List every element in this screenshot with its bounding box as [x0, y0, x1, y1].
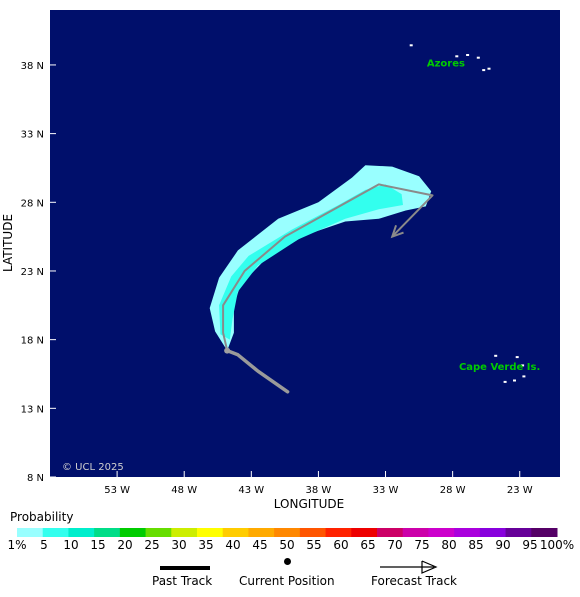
legend-swatch [248, 528, 275, 537]
legend-label: 25 [144, 538, 159, 552]
island-speck [515, 356, 519, 359]
legend-label: 50 [279, 538, 294, 552]
legend-label: 60 [333, 538, 348, 552]
legend-title: Probability [10, 510, 74, 524]
forecast-arrow-head [390, 224, 404, 239]
legend-swatch [299, 528, 327, 537]
credit-label: © UCL 2025 [62, 462, 124, 473]
x-axis-ticks: 53 W 48 W 43 W 38 W 33 W 28 W 23 W [104, 471, 533, 496]
current-position-key-label: Current Position [239, 574, 335, 588]
forecast-track-key-arrow [380, 560, 438, 574]
legend-swatch [325, 528, 352, 537]
legend-label: 10 [63, 538, 78, 552]
y-axis-ticks: 8 N 13 N 18 N 23 N 28 N 33 N 38 N [21, 61, 56, 484]
legend-swatch [222, 528, 249, 537]
x-tick-label: 28 W [440, 485, 466, 496]
legend-swatch [351, 528, 378, 537]
legend-label: 55 [306, 538, 321, 552]
legend-label: 35 [198, 538, 213, 552]
legend-swatch [479, 528, 507, 537]
legend-label: 20 [117, 538, 132, 552]
legend-label: 70 [387, 538, 402, 552]
forecast-track-key-label: Forecast Track [371, 574, 457, 588]
legend-swatch [505, 528, 532, 537]
legend-swatch [428, 528, 455, 537]
past-track-line [225, 348, 290, 394]
x-tick-label: 38 W [306, 485, 332, 496]
legend-swatch [454, 528, 481, 537]
legend-label: 1% [7, 538, 26, 552]
legend-swatch [119, 528, 147, 537]
legend-label: 5 [40, 538, 48, 552]
probability-band-outer [209, 165, 432, 351]
place-label: Cape Verde Is. [459, 362, 540, 373]
legend-label: 90 [495, 538, 510, 552]
legend-swatch [17, 528, 44, 537]
legend-swatch [94, 528, 121, 537]
past-track-key-line [160, 566, 210, 570]
x-tick-label: 48 W [171, 485, 197, 496]
legend-label: 40 [225, 538, 240, 552]
legend-label: 45 [252, 538, 267, 552]
forecast-map: Azores Cape Verde Is. © UCL 2025 53 W 48 W… [1, 10, 560, 510]
legend-swatch [145, 528, 172, 537]
island-speck [522, 375, 526, 378]
legend-swatch [68, 528, 95, 537]
island-speck [476, 56, 480, 59]
probability-legend: 1% 5 10 15 20 25 30 35 40 45 50 55 60 65 70 75 80 85 90 95 1… [7, 528, 574, 552]
island-speck [494, 354, 498, 357]
legend-swatch [274, 528, 301, 537]
island-speck [455, 55, 459, 58]
legend-swatch [171, 528, 198, 537]
legend-label: 100% [540, 538, 574, 552]
island-speck [503, 380, 507, 383]
legend-label: 75 [414, 538, 429, 552]
place-labels: Azores Cape Verde Is. [427, 58, 540, 373]
place-label: Azores [427, 58, 465, 69]
y-tick-label: 28 N [21, 198, 44, 209]
legend-label: 80 [441, 538, 456, 552]
y-axis-title: LATITUDE [1, 214, 15, 272]
x-tick-label: 23 W [507, 485, 533, 496]
x-tick-label: 43 W [238, 485, 264, 496]
legend-swatch [531, 528, 558, 537]
y-tick-label: 38 N [21, 61, 44, 72]
legend-swatch [42, 528, 69, 537]
legend-label: 85 [468, 538, 483, 552]
legend-label: 65 [360, 538, 375, 552]
island-speck [409, 44, 413, 47]
island-speck [487, 67, 491, 70]
island-speck [466, 54, 470, 56]
y-tick-label: 23 N [21, 267, 44, 278]
legend-label: 95 [522, 538, 537, 552]
legend-label: 15 [90, 538, 105, 552]
y-tick-label: 13 N [21, 404, 44, 415]
island-speck [521, 364, 525, 367]
ocean-background [50, 10, 560, 477]
legend-swatch [197, 528, 224, 537]
storm-tracks [222, 183, 434, 394]
current-position-marker [224, 347, 231, 354]
island-speck [482, 69, 486, 72]
y-tick-label: 33 N [21, 130, 44, 141]
current-position-dot-icon [284, 558, 291, 565]
legend-swatch [377, 528, 404, 537]
legend-swatch [402, 528, 429, 537]
x-axis-title: LONGITUDE [274, 497, 344, 510]
past-track-key-label: Past Track [152, 574, 213, 588]
y-tick-label: 8 N [27, 473, 44, 484]
legend-label: 30 [171, 538, 186, 552]
island-speck [513, 379, 516, 382]
y-tick-label: 18 N [21, 336, 44, 347]
x-tick-label: 53 W [104, 485, 130, 496]
islands [409, 44, 526, 383]
x-tick-label: 33 W [373, 485, 399, 496]
forecast-track-line [222, 183, 434, 351]
